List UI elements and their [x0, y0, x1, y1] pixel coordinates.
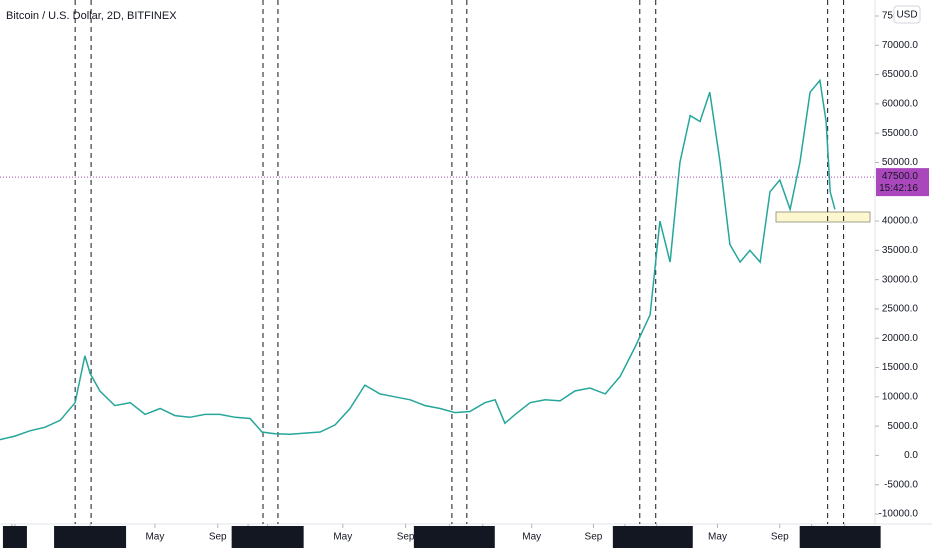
y-tick-label: 60000.0 — [882, 99, 919, 110]
y-tick-label: 5000.0 — [887, 421, 918, 432]
x-tick-label: 29 Nov '19 — [426, 532, 474, 543]
y-tick-label: 40000.0 — [882, 216, 919, 227]
price-line — [0, 78, 836, 441]
x-tick-highlight — [808, 526, 881, 548]
y-tick-label: -10000.0 — [879, 509, 919, 520]
zone-box — [775, 211, 871, 223]
x-tick-label: Sep — [397, 532, 415, 543]
currency-badge — [893, 5, 921, 24]
y-tick-label: 10000.0 — [882, 391, 919, 402]
y-tick-label: 15000.0 — [882, 362, 919, 373]
x-tick-highlight — [231, 526, 304, 548]
y-tick-label: 30000.0 — [882, 274, 919, 285]
x-tick-label: 29 Dec '18 — [244, 532, 292, 543]
chart-title: Bitcoin / U.S. Dollar, 2D, BITFINEX — [6, 10, 177, 22]
x-tick-label: 30 Dec '20 — [633, 532, 681, 543]
current-price-badge — [876, 168, 929, 197]
y-tick-label: 35000.0 — [882, 245, 919, 256]
x-tick-label: Sep — [771, 532, 789, 543]
x-tick-label: May — [145, 532, 164, 543]
y-tick-label: 70000.0 — [882, 40, 919, 51]
x-tick-highlight — [620, 526, 693, 548]
y-tick-label: 50000.0 — [882, 157, 919, 168]
y-tick-label: 55000.0 — [882, 128, 919, 139]
x-tick-label: May — [333, 532, 352, 543]
x-tick-highlight — [470, 526, 495, 548]
x-tick-label: May — [708, 532, 727, 543]
x-tick-highlight — [2, 526, 27, 548]
countdown-label: 15:42:16 — [879, 183, 918, 194]
x-tick-label: Sep — [585, 532, 603, 543]
x-tick-highlight — [413, 526, 486, 548]
x-tick-label: Sep — [209, 532, 227, 543]
y-tick-label: 65000.0 — [882, 69, 919, 80]
y-tick-label: 20000.0 — [882, 333, 919, 344]
x-tick-label: 29 Dec '17 — [66, 532, 114, 543]
y-tick-label: -5000.0 — [884, 479, 918, 490]
y-tick-label: 25000.0 — [882, 304, 919, 315]
currency-label: USD — [896, 10, 917, 21]
current-price-label: 47500.0 — [882, 171, 919, 182]
y-tick-label: 0.0 — [904, 450, 918, 461]
x-tick-label: May — [522, 532, 541, 543]
x-tick-label: 29 — [9, 532, 21, 543]
x-tick-label: 31 Dec '21 — [821, 532, 869, 543]
x-tick-highlight — [54, 526, 127, 548]
x-tick-label: 19 — [477, 532, 489, 543]
